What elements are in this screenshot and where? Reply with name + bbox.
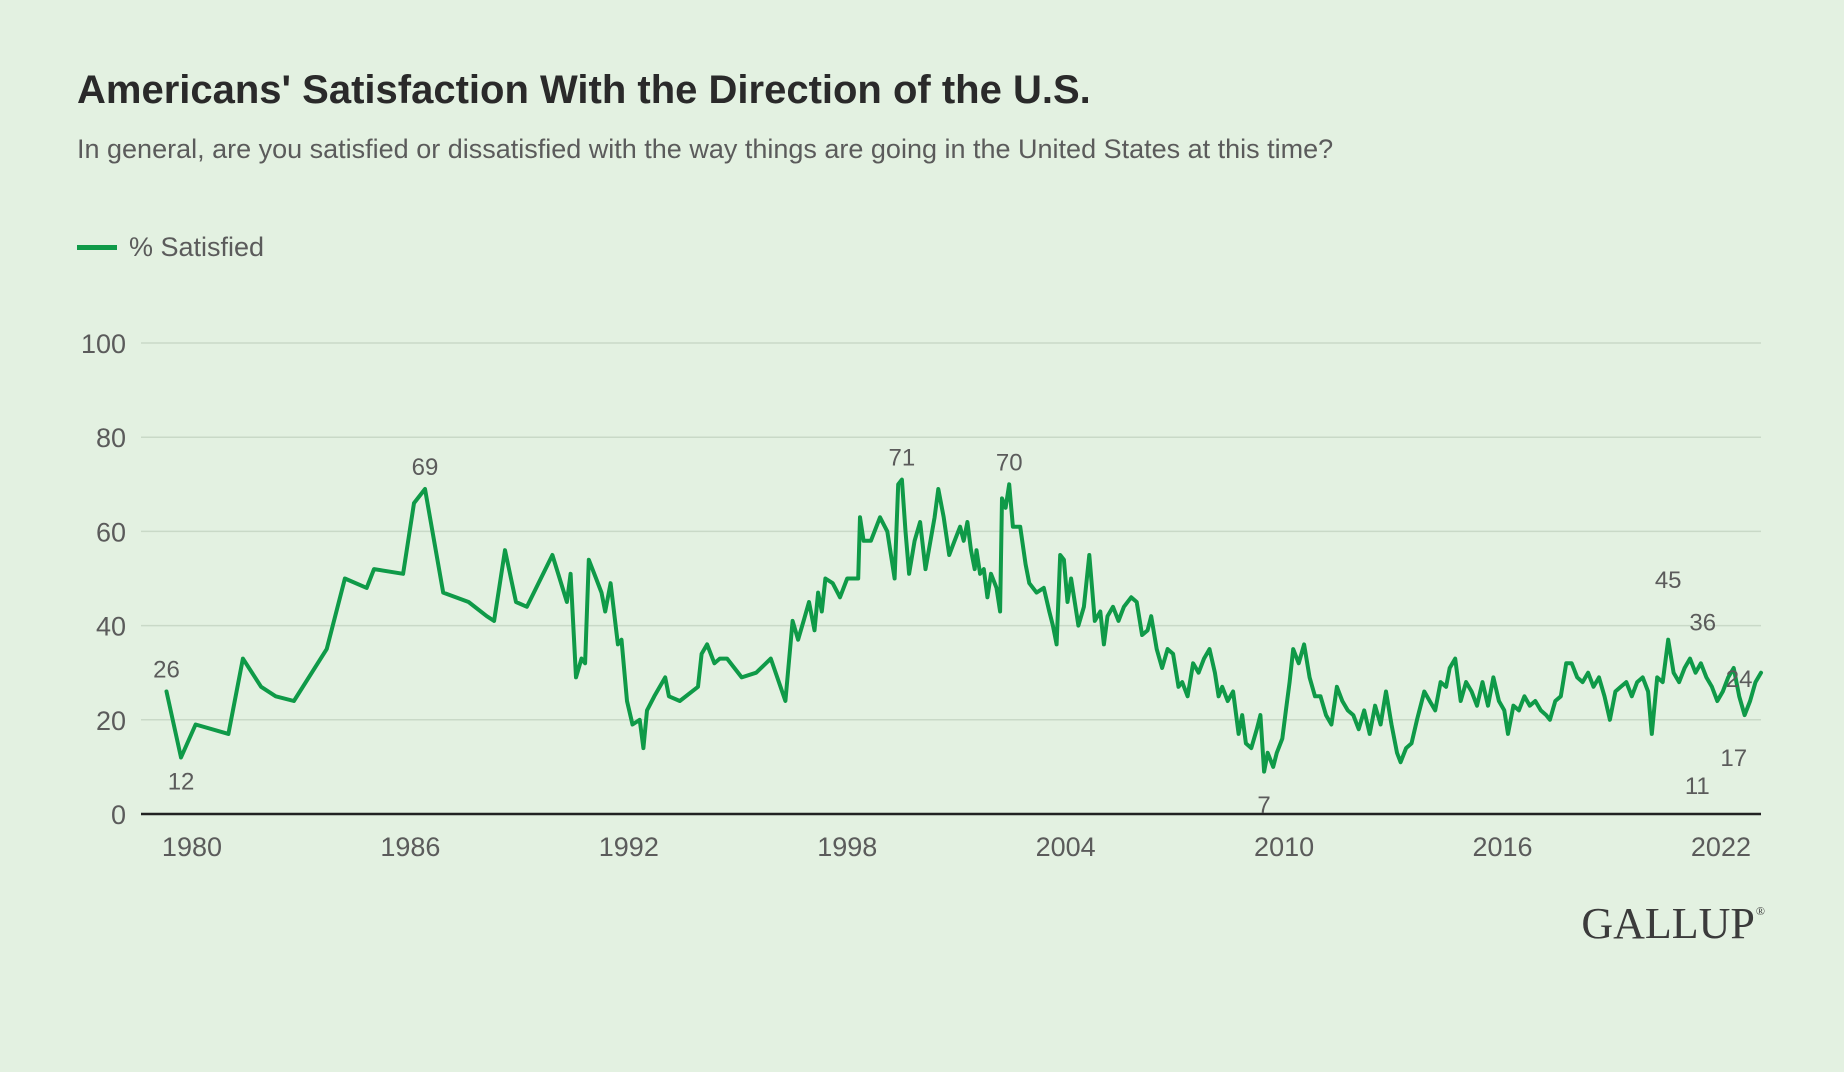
series-line-satisfied	[164, 477, 1763, 774]
brand-mark: ®	[1755, 904, 1765, 918]
chart-title: Americans' Satisfaction With the Directi…	[77, 68, 1091, 112]
y-tick-label: 100	[81, 329, 126, 359]
data-label: 45	[1655, 567, 1682, 594]
x-tick-label: 2004	[1036, 832, 1096, 862]
data-label: 11	[1685, 773, 1710, 800]
x-tick-label: 1998	[817, 832, 877, 862]
y-tick-label: 0	[111, 800, 126, 830]
y-tick-label: 40	[96, 612, 126, 642]
data-label: 17	[1720, 745, 1747, 772]
data-label: 69	[412, 454, 439, 481]
data-label: 71	[889, 445, 916, 472]
y-tick-label: 80	[96, 423, 126, 453]
x-tick-label: 1986	[380, 832, 440, 862]
legend-swatch	[77, 245, 117, 250]
chart-legend: % Satisfied	[77, 232, 264, 263]
x-tick-label: 2022	[1691, 832, 1751, 862]
x-tick-label: 1992	[599, 832, 659, 862]
x-tick-label: 2016	[1472, 832, 1532, 862]
y-tick-label: 20	[96, 706, 126, 736]
data-label: 12	[168, 768, 195, 795]
data-label: 36	[1689, 609, 1716, 636]
chart-subtitle: In general, are you satisfied or dissati…	[77, 134, 1334, 164]
legend-label: % Satisfied	[129, 232, 265, 262]
y-tick-label: 60	[96, 517, 126, 547]
x-tick-label: 1980	[162, 832, 222, 862]
data-label: 7	[1257, 792, 1270, 819]
data-label: 24	[1726, 666, 1753, 693]
data-label: 70	[996, 449, 1023, 476]
brand-wordmark: GALLUP	[1581, 899, 1755, 948]
x-tick-label: 2010	[1254, 832, 1314, 862]
brand-logo: GALLUP®	[1581, 898, 1765, 949]
data-label: 26	[153, 657, 180, 684]
